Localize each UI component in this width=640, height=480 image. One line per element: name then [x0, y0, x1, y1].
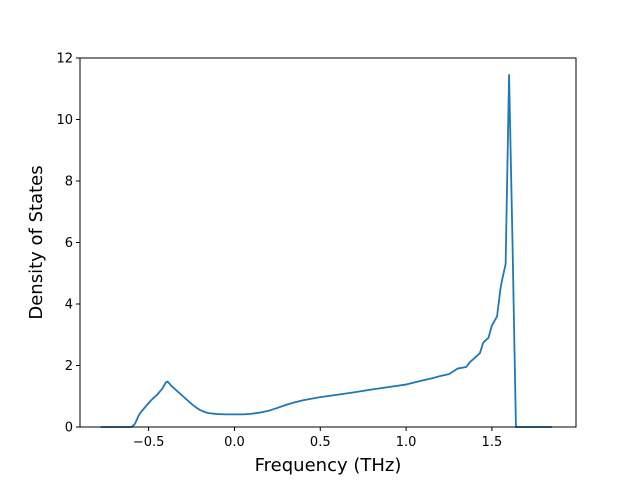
x-tick-label: 1.5 — [482, 435, 503, 450]
y-tick-label: 6 — [65, 236, 73, 251]
x-tick-label: 1.0 — [396, 435, 417, 450]
plot-frame — [79, 57, 577, 428]
x-tick-label: 0.5 — [310, 435, 331, 450]
y-tick-label: 8 — [65, 175, 73, 190]
series-line-0 — [100, 74, 552, 428]
x-tick-label: 0.0 — [224, 435, 245, 450]
x-axis-label: Frequency (THz) — [255, 455, 402, 476]
y-axis: 0 2 4 6 8 10 12 — [56, 52, 80, 436]
y-axis-label: Density of States — [26, 165, 47, 319]
y-tick-label: 2 — [65, 359, 73, 374]
y-tick-label: 4 — [65, 298, 73, 313]
x-tick-label: −0.5 — [133, 435, 165, 450]
series-layer — [100, 74, 552, 428]
y-tick-label: 10 — [56, 113, 73, 128]
plot-area — [80, 58, 576, 427]
x-axis: −0.5 0.0 0.5 1.0 1.5 — [133, 427, 502, 450]
y-tick-label: 12 — [56, 52, 73, 67]
y-tick-label: 0 — [65, 421, 73, 436]
